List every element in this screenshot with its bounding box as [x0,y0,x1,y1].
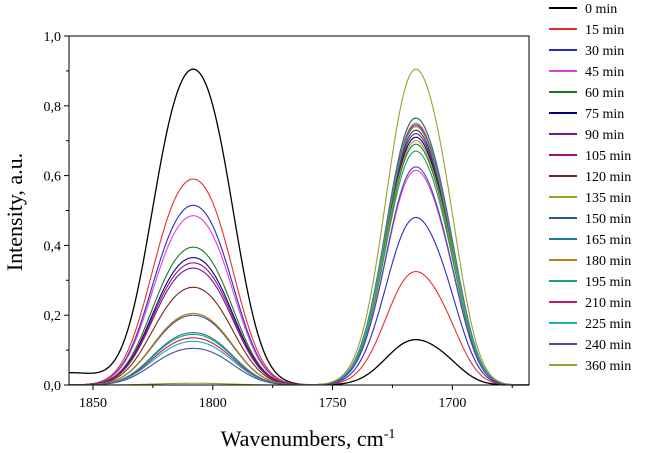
series-line-45-min [68,169,529,386]
legend-label-15-min: 15 min [585,23,624,38]
y-tick-label: 1,0 [44,30,62,45]
y-tick-label: 0,8 [44,100,62,115]
legend-label-30-min: 30 min [585,44,624,59]
legend-label-240-min: 240 min [585,338,631,353]
x-tick-label: 1850 [79,396,107,411]
series-line-240-min [69,166,529,386]
legend-label-120-min: 120 min [585,170,631,185]
x-axis-title-main: Wavenumbers, cm [221,426,384,451]
x-tick-label: 1800 [199,396,227,411]
legend-label-195-min: 195 min [585,275,631,290]
legend-label-60-min: 60 min [585,86,624,101]
plot-lines [68,68,530,386]
y-tick-label: 0,0 [44,379,62,394]
legend-label-75-min: 75 min [585,107,624,122]
legend: 0 min 15 min 30 min 45 min 60 min 75 min 90 mi… [549,2,631,374]
y-tick-label: 0,2 [44,309,62,324]
legend-label-105-min: 105 min [585,149,631,164]
x-axis-title: Wavenumbers, cm-1 [221,426,396,451]
legend-label-360-min: 360 min [585,359,631,374]
legend-label-0-min: 0 min [585,2,617,17]
series-line-105-min [68,117,530,386]
series-line-0-min [68,68,529,386]
legend-label-150-min: 150 min [585,212,631,227]
legend-label-210-min: 210 min [585,296,631,311]
x-axis: 1850 1800 1750 1700 [79,385,513,411]
legend-label-225-min: 225 min [585,317,631,332]
x-tick-label: 1750 [319,396,347,411]
legend-label-90-min: 90 min [585,128,624,143]
series-line-165-min [69,117,530,386]
legend-label-165-min: 165 min [585,233,631,248]
y-tick-label: 0,4 [44,239,62,254]
legend-label-45-min: 45 min [585,65,624,80]
x-axis-title-superscript: -1 [384,427,396,442]
y-axis: 0,0 0,2 0,4 0,6 0,8 1,0 [44,30,69,394]
series-line-360-min [69,68,530,386]
legend-label-180-min: 180 min [585,254,631,269]
legend-label-135-min: 135 min [585,191,631,206]
x-tick-label: 1700 [438,396,466,411]
y-axis-title: Intensity, a.u. [2,153,27,271]
y-tick-label: 0,6 [44,170,62,185]
